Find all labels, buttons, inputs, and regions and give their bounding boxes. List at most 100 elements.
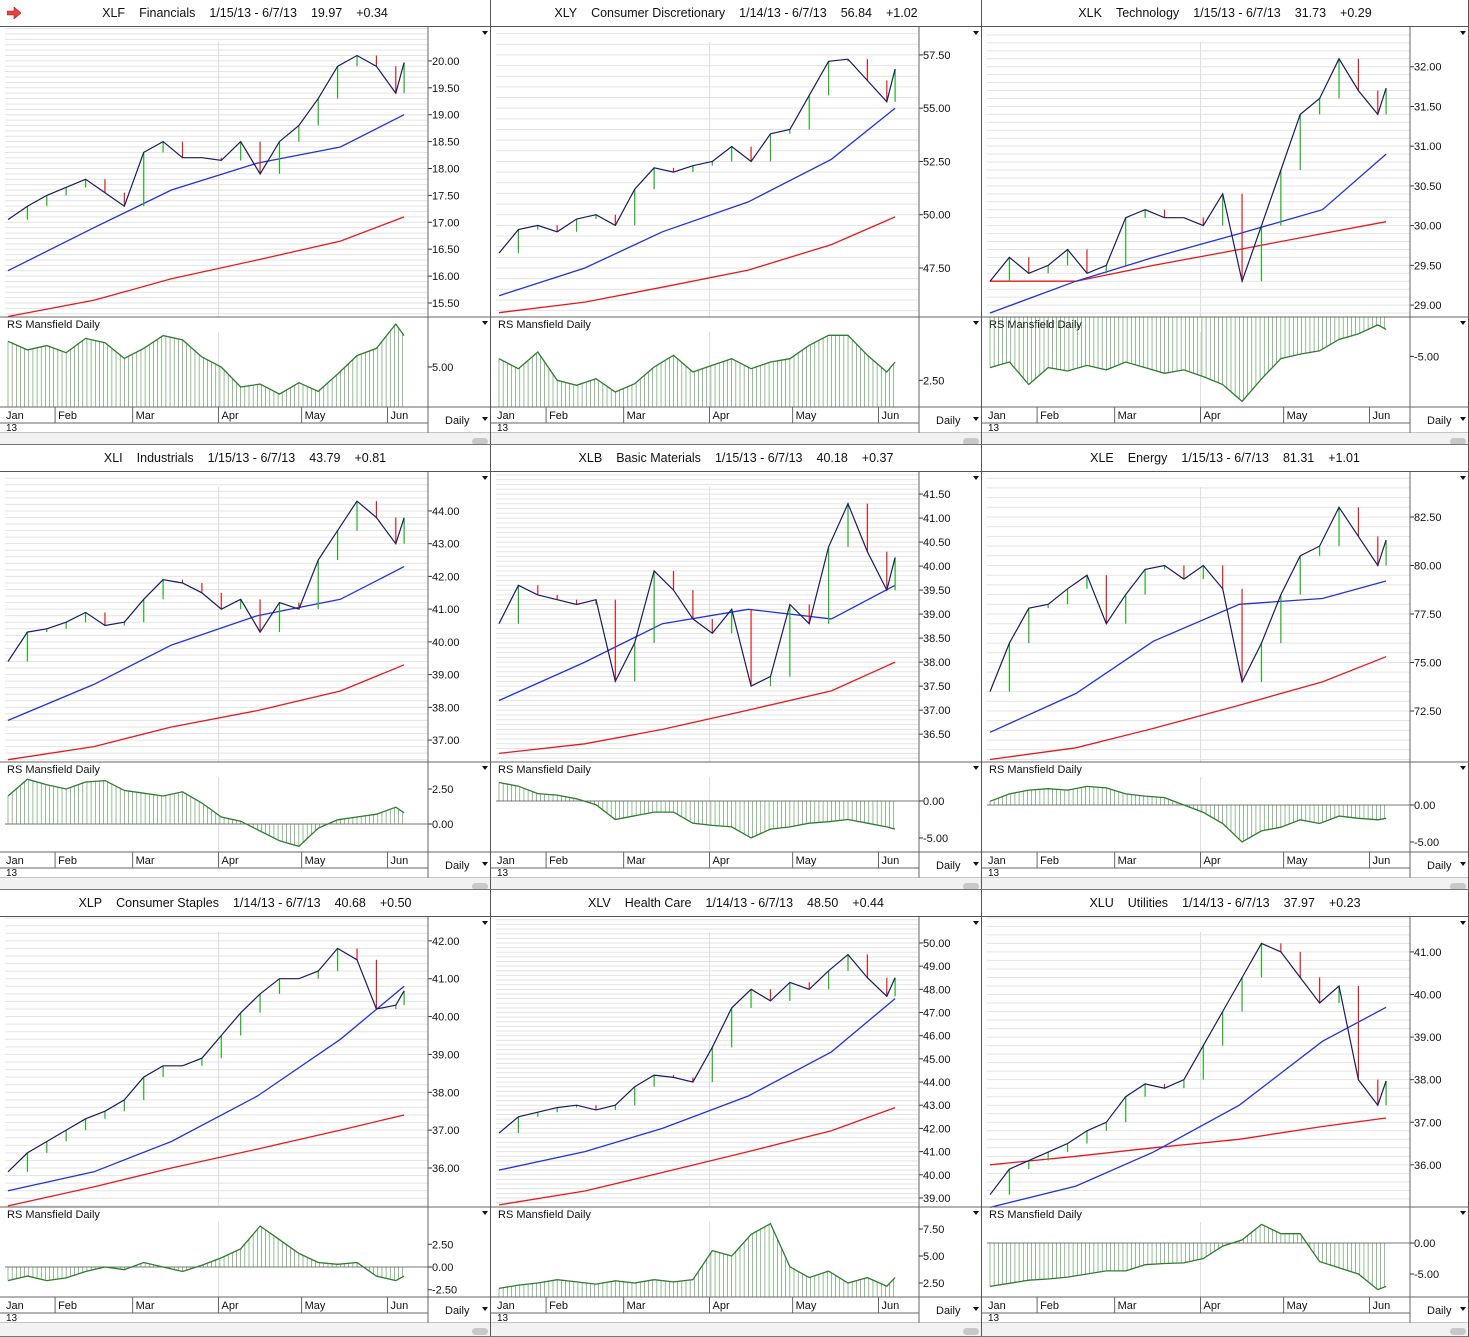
- ma50-line: [7, 985, 405, 1192]
- y-tick-label: 29.50: [1414, 260, 1442, 272]
- price-chart[interactable]: 82.50 80.00 77.50 75.00 72.50 RS Mansfield Da…: [982, 472, 1469, 890]
- y-tick-label: 39.00: [432, 670, 460, 682]
- symbol: XLV: [588, 896, 611, 910]
- y-tick-label: 82.50: [1414, 512, 1442, 524]
- ma50-line: [7, 114, 405, 272]
- price-chart[interactable]: 42.00 41.00 40.00 39.00 38.00 37.00 36.00 RS Ma…: [0, 917, 491, 1337]
- scrollbar-track: [491, 878, 981, 889]
- y-tick-label: 40.00: [432, 637, 460, 649]
- month-label: Feb: [549, 855, 568, 867]
- month-label: Jun: [881, 855, 899, 867]
- scrollbar-track: [982, 878, 1468, 889]
- month-label: Feb: [549, 1300, 568, 1312]
- date-range: 1/14/13 - 6/7/13: [705, 896, 794, 910]
- red-right-arrow-icon[interactable]: [7, 7, 21, 19]
- price-chart[interactable]: 20.00 19.50 19.00 18.50 18.00 17.50 17.00 16.50…: [0, 27, 491, 445]
- scrollbar-track: [0, 433, 490, 444]
- rs-title: RS Mansfield Daily: [7, 1209, 100, 1221]
- dropdown-triangle-icon: [1460, 862, 1466, 866]
- rs-tick-label: -5.00: [1414, 1269, 1439, 1281]
- month-label: Apr: [222, 855, 239, 867]
- security-name: Consumer Discretionary: [591, 6, 726, 20]
- symbol: XLI: [103, 451, 123, 465]
- scrollbar-thumb: [963, 438, 979, 444]
- price-chart[interactable]: 50.00 49.00 48.00 47.00 46.00 45.00 44.00 43.00…: [491, 917, 982, 1337]
- month-label: Jun: [390, 410, 408, 422]
- y-tick-label: 42.00: [923, 1123, 951, 1135]
- last-price: 56.84: [840, 6, 872, 20]
- rs-title: RS Mansfield Daily: [7, 319, 100, 331]
- scrollbar-thumb: [963, 883, 979, 889]
- rs-line: [498, 334, 896, 393]
- dropdown-triangle-icon: [1460, 321, 1466, 325]
- security-name: Consumer Staples: [116, 896, 219, 910]
- month-label: Jan: [988, 855, 1006, 867]
- y-tick-label: 45.00: [923, 1054, 951, 1066]
- rs-tick-label: -5.00: [1414, 351, 1439, 363]
- last-price: 81.31: [1282, 451, 1315, 465]
- chart-panel-xle[interactable]: XLE Energy 1/15/13 - 6/7/13 81.31 +1.01 82.50…: [982, 445, 1469, 890]
- chart-panel-xlp[interactable]: XLP Consumer Staples 1/14/13 - 6/7/13 40.68…: [0, 890, 491, 1337]
- month-label: Feb: [549, 410, 568, 422]
- price-chart[interactable]: 44.00 43.00 42.00 41.00 40.00 39.00 38.00 37.00…: [0, 472, 491, 890]
- y-tick-label: 17.50: [432, 190, 460, 202]
- y-tick-label: 32.00: [1414, 62, 1442, 74]
- price-change: +0.50: [379, 896, 412, 910]
- month-label: Feb: [1040, 855, 1059, 867]
- dropdown-triangle-icon: [482, 476, 488, 480]
- chart-panel-xlv[interactable]: XLV Health Care 1/14/13 - 6/7/13 48.50 +0.44…: [491, 890, 982, 1337]
- rs-line: [989, 324, 1387, 403]
- year-label: 13: [6, 423, 18, 434]
- y-tick-label: 31.00: [1414, 141, 1442, 153]
- month-label: Feb: [1040, 410, 1059, 422]
- month-label: Mar: [1118, 410, 1137, 422]
- price-chart[interactable]: 41.50 41.00 40.50 40.00 39.50 39.00 38.50 38.00…: [491, 472, 982, 890]
- price-change: +0.81: [354, 451, 387, 465]
- period-selector: Daily: [936, 415, 961, 427]
- chart-panel-xlk[interactable]: XLK Technology 1/15/13 - 6/7/13 31.73 +0.29 3…: [982, 0, 1469, 445]
- rs-tick-label: 5.00: [432, 362, 453, 374]
- chart-panel-xlu[interactable]: XLU Utilities 1/14/13 - 6/7/13 37.97 +0.23 41…: [982, 890, 1469, 1337]
- y-tick-label: 37.00: [1414, 1117, 1442, 1129]
- period-selector: Daily: [1427, 415, 1452, 427]
- month-label: Jan: [988, 410, 1006, 422]
- month-label: Mar: [136, 855, 155, 867]
- price-chart[interactable]: 57.50 55.00 52.50 50.00 47.50 RS Mansfield Da…: [491, 27, 982, 445]
- chart-panel-xli[interactable]: XLI Industrials 1/15/13 - 6/7/13 43.79 +0.81…: [0, 445, 491, 890]
- rs-tick-label: 0.00: [1414, 800, 1435, 812]
- chart-panel-xlf[interactable]: XLF Financials 1/15/13 - 6/7/13 19.97 +0.34 2…: [0, 0, 491, 445]
- y-tick-label: 16.50: [432, 244, 460, 256]
- dropdown-triangle-icon: [1460, 766, 1466, 770]
- price-change: +0.23: [1328, 896, 1361, 910]
- rs-title: RS Mansfield Daily: [7, 764, 100, 776]
- rs-title: RS Mansfield Daily: [498, 1209, 591, 1221]
- year-label: 13: [988, 1313, 1000, 1324]
- y-tick-label: 40.00: [432, 1012, 460, 1024]
- ma200-line: [7, 664, 405, 761]
- rs-tick-label: 0.00: [432, 1262, 453, 1274]
- ma200-line: [7, 216, 405, 318]
- period-selector: Daily: [445, 415, 470, 427]
- chart-panel-xly[interactable]: XLY Consumer Discretionary 1/14/13 - 6/7/1…: [491, 0, 982, 445]
- chart-header: XLE Energy 1/15/13 - 6/7/13 81.31 +1.01: [982, 445, 1468, 472]
- rs-title: RS Mansfield Daily: [498, 319, 591, 331]
- year-label: 13: [6, 1313, 18, 1324]
- close-line: [7, 500, 405, 662]
- date-range: 1/15/13 - 6/7/13: [1181, 451, 1269, 465]
- y-tick-label: 38.00: [1414, 1075, 1442, 1087]
- y-tick-label: 41.00: [432, 974, 460, 986]
- chart-panel-xlb[interactable]: XLB Basic Materials 1/15/13 - 6/7/13 40.18 +…: [491, 445, 982, 890]
- dropdown-triangle-icon: [482, 31, 488, 35]
- scrollbar-track: [491, 1323, 981, 1336]
- rs-title: RS Mansfield Daily: [989, 764, 1082, 776]
- date-range: 1/14/13 - 6/7/13: [232, 896, 321, 910]
- scrollbar-thumb: [472, 1328, 488, 1335]
- y-tick-label: 52.50: [923, 156, 951, 168]
- y-tick-label: 38.00: [432, 702, 460, 714]
- symbol: XLE: [1090, 451, 1114, 465]
- y-tick-label: 39.00: [923, 1193, 951, 1205]
- y-tick-label: 37.00: [923, 705, 951, 717]
- y-tick-label: 39.50: [923, 585, 951, 597]
- price-chart[interactable]: 41.00 40.00 39.00 38.00 37.00 36.00 RS Mansfie…: [982, 917, 1469, 1337]
